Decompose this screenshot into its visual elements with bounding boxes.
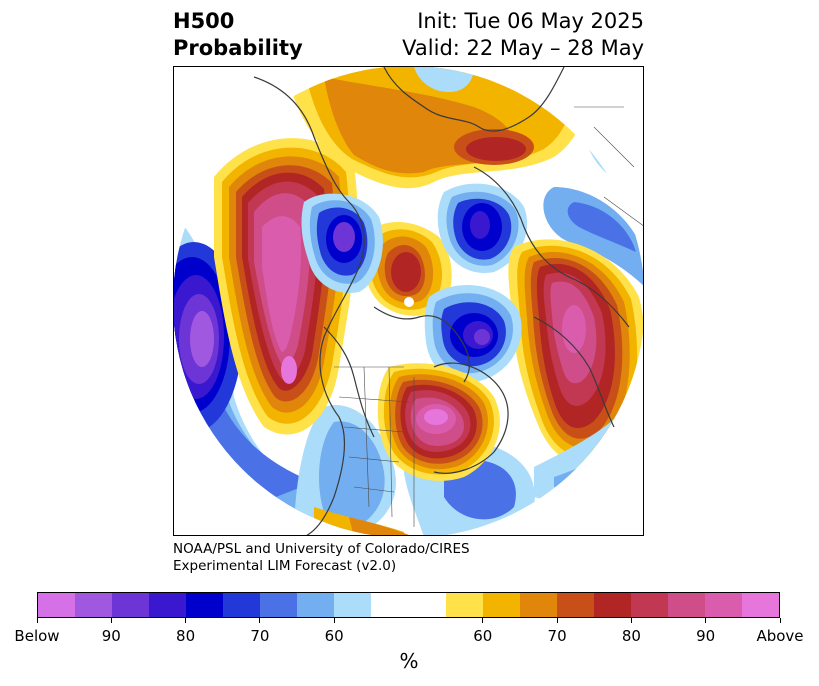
colorbar-swatch [556,593,594,617]
colorbar-swatch [38,593,76,617]
probability-map [173,66,644,536]
colorbar-swatch [149,593,187,617]
colorbar-tick-mark [36,618,38,623]
colorbar-swatch [741,593,779,617]
colorbar-swatch [482,593,520,617]
coastlines [253,67,630,535]
source-credit: NOAA/PSL and University of Colorado/CIRE… [173,541,470,575]
colorbar-tick-label: 80 [176,627,196,645]
colorbar-swatch [223,593,261,617]
colorbar-tick-label: 80 [621,627,641,645]
colorbar-swatch [667,593,705,617]
colorbar-tick-label: 90 [101,627,121,645]
colorbar-tick-mark [779,618,781,623]
colorbar-swatch [297,593,335,617]
credit-line-2: Experimental LIM Forecast (v2.0) [173,558,397,574]
colorbar-unit: % [399,649,419,673]
product-label: Probability [173,36,303,60]
colorbar-swatch [445,593,483,617]
colorbar-tick-label: Below [14,627,60,645]
valid-range: Valid: 22 May – 28 May [402,36,644,60]
colorbar-tick-mark [556,618,558,623]
colorbar-tick-label: 70 [547,627,567,645]
colorbar-swatch [593,593,631,617]
colorbar-tick-label: 70 [250,627,270,645]
credit-line-1: NOAA/PSL and University of Colorado/CIRE… [173,541,470,557]
probability-colorbar [37,592,780,618]
colorbar-swatch [408,593,446,617]
colorbar-swatch [630,593,668,617]
colorbar-swatch [519,593,557,617]
colorbar-tick-label: 60 [324,627,344,645]
colorbar-tick-mark [705,618,707,623]
variable-label: H500 [173,9,235,33]
colorbar-tick-label: 90 [696,627,716,645]
colorbar-tick-mark [482,618,484,623]
colorbar-tick-mark [630,618,632,623]
colorbar-swatch [334,593,372,617]
forecast-dates: Init: Tue 06 May 2025 Valid: 22 May – 28… [402,8,644,62]
colorbar-tick-mark [333,618,335,623]
colorbar-swatch [704,593,742,617]
colorbar-tick-mark [259,618,261,623]
colorbar-swatch [75,593,113,617]
map-title: H500 Probability [173,8,303,62]
colorbar-tick-label: 60 [473,627,493,645]
probability-field [174,67,643,535]
map-canvas [174,67,643,535]
colorbar-tick-mark [110,618,112,623]
colorbar-tick-mark [185,618,187,623]
political-borders [334,106,643,527]
colorbar-swatch [260,593,298,617]
colorbar-swatch [112,593,150,617]
init-date: Init: Tue 06 May 2025 [417,9,644,33]
colorbar-tick-label: Above [756,627,804,645]
colorbar-swatch [186,593,224,617]
colorbar-swatch [371,593,409,617]
